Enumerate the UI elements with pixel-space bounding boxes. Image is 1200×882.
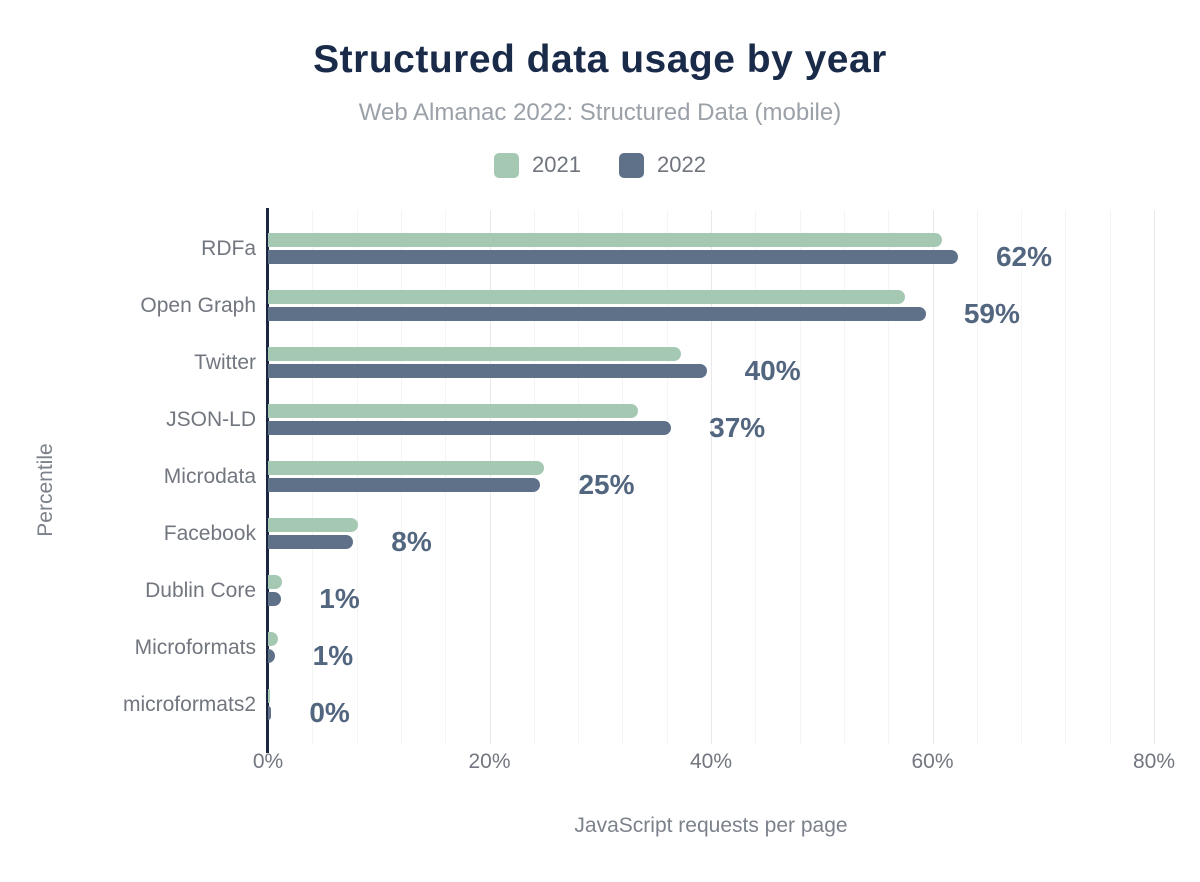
- category-label: Dublin Core: [145, 578, 256, 602]
- chart-subtitle: Web Almanac 2022: Structured Data (mobil…: [358, 99, 842, 126]
- bar-2022-microformats2: [268, 706, 272, 720]
- gridline: [711, 210, 712, 744]
- gridline: [622, 210, 624, 744]
- bar-2021-microformats2: [268, 689, 271, 703]
- value-label: 40%: [744, 355, 801, 386]
- gridline: [1021, 210, 1023, 744]
- gridline: [843, 210, 845, 744]
- category-label: Microdata: [163, 464, 256, 488]
- bar-2021-twitter: [268, 347, 682, 361]
- y-axis-line: [266, 208, 269, 753]
- legend-swatch-icon: [494, 152, 520, 178]
- bar-2022-dublin-core: [268, 592, 282, 606]
- legend: 2021 2022: [0, 152, 1200, 178]
- bar-2022-microformats: [268, 649, 275, 663]
- bar-2022-rdfa: [268, 250, 958, 264]
- gridline: [755, 210, 757, 744]
- category-label: Microformats: [134, 635, 256, 659]
- x-tick-label: 80%: [1132, 750, 1176, 773]
- value-label: 59%: [963, 298, 1020, 329]
- x-tick-label: 20%: [468, 750, 511, 773]
- gridline: [666, 210, 668, 744]
- gridline: [1154, 210, 1155, 744]
- bar-2022-twitter: [268, 364, 707, 378]
- x-tick-label: 60%: [911, 750, 954, 773]
- gridline: [533, 210, 535, 744]
- legend-swatch-icon: [619, 152, 644, 178]
- value-label: 25%: [578, 469, 635, 500]
- bar-2022-facebook: [268, 535, 354, 549]
- category-label: Open Graph: [140, 293, 256, 317]
- gridline: [400, 210, 402, 744]
- value-label: 62%: [995, 241, 1053, 272]
- category-label: Facebook: [163, 521, 256, 545]
- bar-2021-microformats: [268, 632, 278, 646]
- bar-2022-open-graph: [268, 307, 926, 321]
- y-axis-title: Percentile: [34, 443, 57, 537]
- chart-title: Structured data usage by year: [313, 38, 887, 81]
- category-label: microformats2: [122, 692, 256, 716]
- bar-2021-open-graph: [268, 290, 905, 304]
- gridline: [445, 210, 447, 744]
- category-label: RDFa: [201, 236, 256, 260]
- gridline: [799, 210, 801, 744]
- gridline: [578, 210, 580, 744]
- value-label: 0%: [309, 697, 350, 728]
- category-label: Twitter: [194, 350, 256, 374]
- legend-item-2022: 2022: [619, 152, 706, 178]
- x-tick-label: 40%: [689, 750, 733, 773]
- value-label: 37%: [709, 412, 766, 443]
- gridline: [356, 210, 358, 744]
- bar-2021-json-ld: [268, 404, 638, 418]
- gridline: [1065, 210, 1067, 744]
- category-label: JSON-LD: [166, 407, 256, 431]
- value-label: 8%: [391, 526, 432, 557]
- bar-2022-json-ld: [268, 421, 672, 435]
- bar-2021-rdfa: [268, 233, 943, 247]
- bar-2021-dublin-core: [268, 575, 283, 589]
- gridline: [888, 210, 890, 744]
- gridline: [1109, 210, 1111, 744]
- value-label: 1%: [312, 640, 354, 671]
- bar-2021-microdata: [268, 461, 544, 475]
- gridline: [932, 210, 934, 744]
- legend-label: 2021: [532, 152, 581, 177]
- x-tick-label: 0%: [252, 750, 284, 773]
- gridline: [489, 210, 491, 744]
- legend-item-2021: 2021: [494, 152, 581, 178]
- value-label: 1%: [319, 583, 360, 614]
- gridline: [312, 210, 314, 744]
- bar-2022-microdata: [268, 478, 541, 492]
- legend-label: 2022: [657, 152, 706, 177]
- x-axis-title: JavaScript requests per page: [574, 814, 848, 837]
- gridline: [976, 210, 978, 744]
- bar-2021-facebook: [268, 518, 358, 532]
